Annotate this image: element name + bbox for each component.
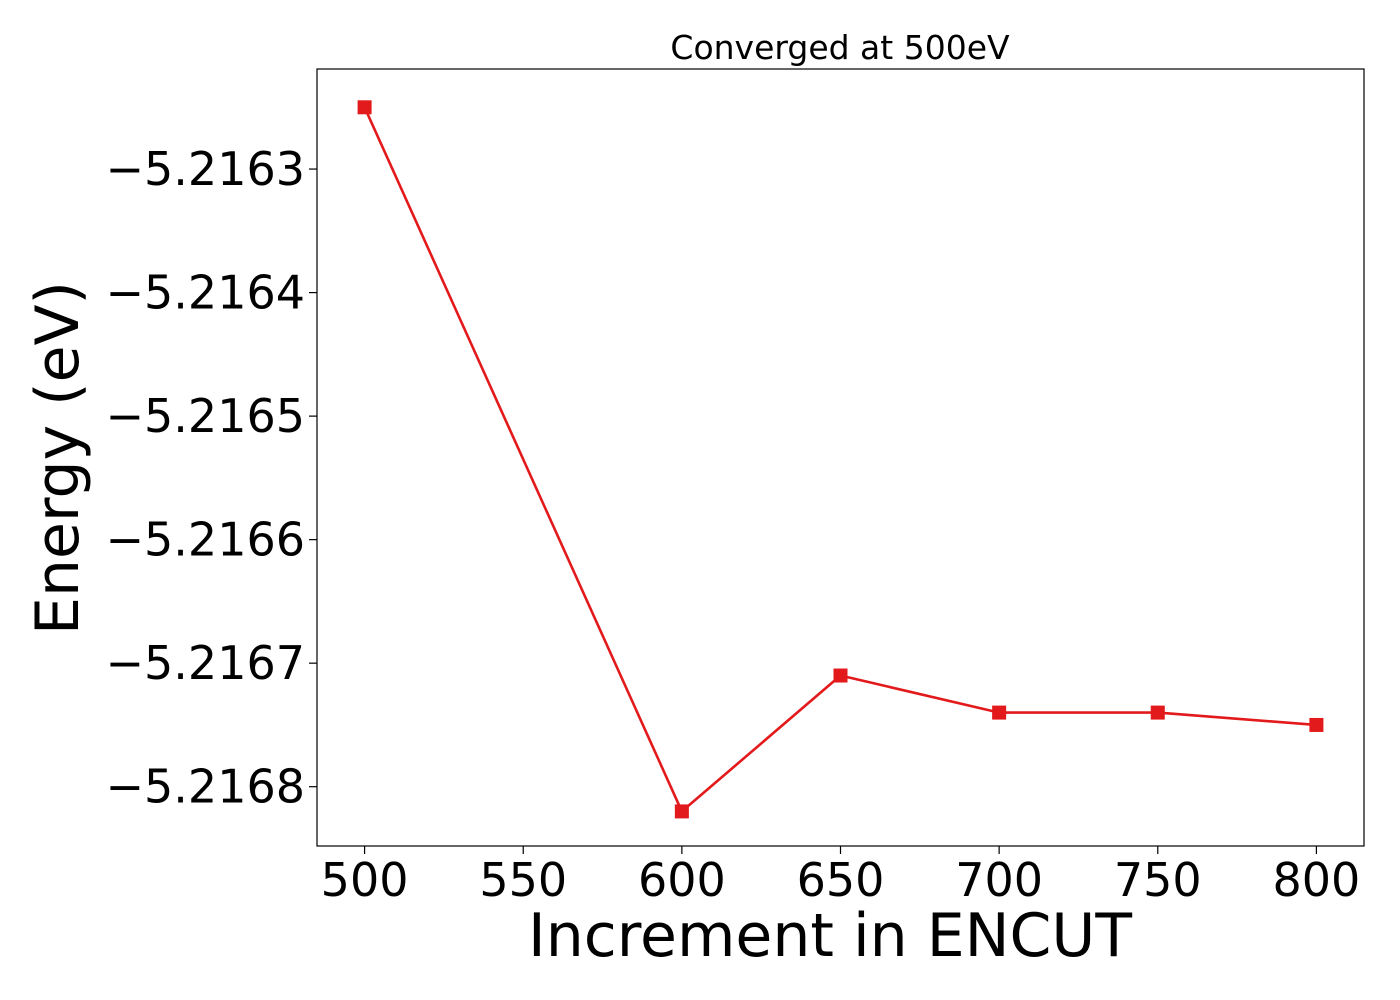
- plot-area-frame: [316, 68, 1365, 847]
- y-tick-label: −5.2165: [106, 389, 306, 443]
- data-point: [674, 804, 689, 819]
- y-tick-label: −5.2163: [106, 142, 306, 196]
- y-axis-ticks: −5.2163 −5.2164 −5.2165 −5.2166 −5.2167 −5.21…: [106, 142, 317, 814]
- x-tick-label: 650: [797, 853, 885, 907]
- data-point: [833, 668, 848, 683]
- chart-title: Converged at 500eV: [670, 28, 1010, 67]
- y-tick-label: −5.2166: [106, 513, 306, 567]
- data-point: [992, 705, 1007, 720]
- x-tick-label: 600: [638, 853, 726, 907]
- y-axis-title: Energy (eV): [23, 281, 93, 635]
- x-axis-title: Increment in ENCUT: [528, 901, 1132, 971]
- data-point: [357, 100, 372, 115]
- data-point: [1309, 717, 1324, 732]
- x-tick-label: 800: [1273, 853, 1361, 907]
- data-series: [357, 100, 1324, 819]
- y-tick-label: −5.2164: [106, 266, 306, 320]
- x-tick-label: 500: [321, 853, 409, 907]
- series-line: [363, 106, 1317, 813]
- x-tick-label: 550: [479, 853, 567, 907]
- y-tick-label: −5.2168: [106, 760, 306, 814]
- y-tick-label: −5.2167: [106, 636, 306, 690]
- x-tick-label: 700: [955, 853, 1043, 907]
- x-tick-label: 750: [1114, 853, 1202, 907]
- data-point: [1150, 705, 1165, 720]
- x-axis-ticks: 500 550 600 650 700 750 800: [321, 846, 1361, 907]
